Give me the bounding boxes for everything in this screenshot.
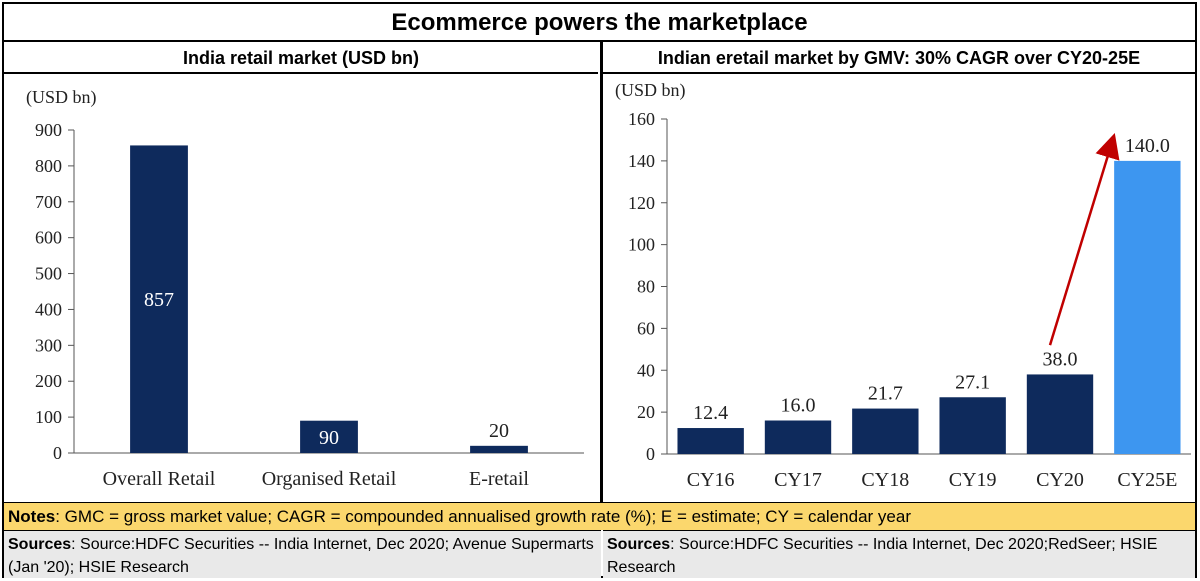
right-bar <box>677 428 744 454</box>
right-bar <box>1114 160 1181 454</box>
left-y-tick-label: 500 <box>35 264 62 284</box>
left-y-tick-label: 400 <box>35 299 62 319</box>
right-x-tick-label: CY16 <box>687 469 735 491</box>
notes-text: : GMC = gross market value; CAGR = compo… <box>55 507 911 526</box>
left-y-tick-label: 200 <box>35 371 62 391</box>
left-data-label: 857 <box>144 289 174 311</box>
left-y-axis-label: (USD bn) <box>26 87 97 108</box>
right-y-tick-label: 140 <box>628 151 655 171</box>
left-x-tick-label: E-retail <box>469 468 529 490</box>
figure-title: Ecommerce powers the marketplace <box>4 4 1195 42</box>
sources-left-label: Sources <box>8 536 72 553</box>
right-x-tick-label: CY25E <box>1117 469 1177 491</box>
right-data-label: 38.0 <box>1043 348 1078 370</box>
right-x-tick-label: CY17 <box>774 469 822 491</box>
sources-right-text: : Source:HDFC Securities -- India Intern… <box>607 536 1158 576</box>
right-x-tick-label: CY18 <box>861 469 909 491</box>
left-y-tick-label: 700 <box>35 192 62 212</box>
sources-right-label: Sources <box>607 536 671 553</box>
left-data-label: 90 <box>319 427 339 449</box>
left-chart-title: India retail market (USD bn) <box>4 42 598 74</box>
right-data-label: 21.7 <box>868 383 903 405</box>
notes-bar: Notes: GMC = gross market value; CAGR = … <box>4 502 1195 530</box>
right-bar <box>852 408 919 454</box>
left-y-tick-label: 100 <box>35 407 62 427</box>
right-y-tick-label: 0 <box>646 444 655 464</box>
right-y-tick-label: 60 <box>637 318 655 338</box>
right-y-tick-label: 20 <box>637 402 655 422</box>
right-data-label: 16.0 <box>781 395 816 417</box>
right-bar <box>764 420 832 454</box>
left-bar-chart: (USD bn) 0 100 200 300 400 500 600 700 800 900 857 O… <box>26 87 584 490</box>
right-bar <box>939 397 1006 454</box>
left-x-tick-label: Overall Retail <box>103 468 216 490</box>
left-data-label: 20 <box>489 420 509 442</box>
left-bar <box>300 420 358 453</box>
panel-divider <box>600 42 603 502</box>
left-y-tick-label: 300 <box>35 335 62 355</box>
right-x-tick-label: CY19 <box>949 469 997 491</box>
right-data-label: 12.4 <box>693 402 728 424</box>
right-y-tick-label: 80 <box>637 277 655 297</box>
right-y-axis-label: (USD bn) <box>615 80 686 101</box>
left-y-tick-label: 900 <box>35 120 62 140</box>
right-bar <box>1026 374 1094 454</box>
right-y-tick-label: 160 <box>628 109 655 129</box>
left-bar <box>470 445 528 453</box>
right-bar-chart: (USD bn) 0 20 40 60 80 100 120 140 160 12.4 CY16 16.… <box>615 80 1191 491</box>
left-y-tick-label: 0 <box>53 443 62 463</box>
right-y-tick-label: 120 <box>628 193 655 213</box>
right-x-tick-label: CY20 <box>1036 469 1084 491</box>
right-data-label: 27.1 <box>955 371 990 393</box>
sources-right: Sources: Source:HDFC Securities -- India… <box>603 530 1195 578</box>
right-growth-arrow <box>1048 133 1120 346</box>
right-chart-title: Indian eretail market by GMV: 30% CAGR o… <box>603 42 1195 74</box>
sources-left-text: : Source:HDFC Securities -- India Intern… <box>8 536 594 576</box>
left-bar <box>130 145 188 453</box>
left-x-tick-label: Organised Retail <box>262 468 397 490</box>
left-y-tick-label: 600 <box>35 228 62 248</box>
notes-label: Notes <box>8 507 56 526</box>
left-y-tick-label: 800 <box>35 156 62 176</box>
sources-left: Sources: Source:HDFC Securities -- India… <box>4 530 601 578</box>
right-data-label: 140.0 <box>1125 135 1170 157</box>
right-y-tick-label: 40 <box>637 360 655 380</box>
right-y-tick-label: 100 <box>628 235 655 255</box>
